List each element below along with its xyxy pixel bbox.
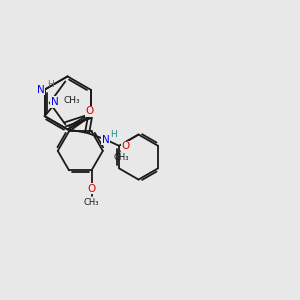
Text: CH₃: CH₃ [63, 96, 80, 105]
Text: O: O [86, 106, 94, 116]
Text: CH₃: CH₃ [84, 197, 99, 206]
Text: N: N [86, 106, 94, 116]
Text: H: H [47, 80, 54, 89]
Text: N: N [102, 135, 110, 145]
Text: CH₃: CH₃ [113, 154, 129, 163]
Text: O: O [87, 184, 96, 194]
Text: N: N [51, 97, 59, 107]
Text: O: O [122, 142, 130, 152]
Text: H: H [110, 130, 117, 139]
Text: N: N [37, 85, 45, 94]
